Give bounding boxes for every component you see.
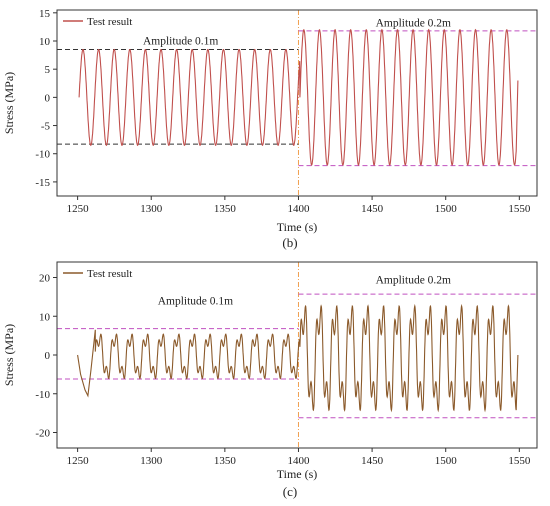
y-tick-label: -5 xyxy=(41,121,51,133)
amplitude-annotation: Amplitude 0.1m xyxy=(143,35,218,47)
plot-frame xyxy=(56,261,538,449)
x-tick-label: 1350 xyxy=(214,455,237,467)
x-tick-label: 1500 xyxy=(435,203,458,215)
x-axis-label: Time (s) xyxy=(277,220,318,234)
x-tick-label: 1400 xyxy=(287,203,310,215)
y-tick-label: 10 xyxy=(39,311,51,323)
y-tick-label: 0 xyxy=(45,92,51,104)
x-tick-label: 1350 xyxy=(214,203,237,215)
y-tick-label: 10 xyxy=(39,36,51,48)
y-tick-label: 20 xyxy=(39,273,51,285)
x-tick-label: 1250 xyxy=(67,203,90,215)
amplitude-annotation: Amplitude 0.2m xyxy=(376,274,451,286)
x-tick-label: 1550 xyxy=(508,455,531,467)
chart-c: 1250 1300 1350 1400 1450 1500 1550 -20 -10 0 10 20 T… xyxy=(2,261,538,499)
amplitude-annotation: Amplitude 0.2m xyxy=(376,17,451,29)
y-tick-label: -15 xyxy=(35,177,50,189)
chart-b: 1250 1300 1350 1400 1450 1500 1550 -15 -10 -5 0 5 10… xyxy=(2,8,538,250)
x-tick-label: 1250 xyxy=(67,455,90,467)
y-tick-label: -20 xyxy=(35,428,50,440)
y-tick-label: -10 xyxy=(35,389,50,401)
plot-frame xyxy=(56,9,538,197)
legend-label: Test result xyxy=(87,268,132,280)
y-tick-label: 5 xyxy=(45,64,51,76)
x-tick-label: 1300 xyxy=(140,455,163,467)
y-tick-label: -10 xyxy=(35,149,50,161)
x-tick-label: 1550 xyxy=(508,203,531,215)
x-tick-label: 1400 xyxy=(287,455,310,467)
x-tick-label: 1300 xyxy=(140,203,163,215)
x-axis-label: Time (s) xyxy=(277,467,318,481)
x-tick-label: 1450 xyxy=(361,203,384,215)
series-line xyxy=(77,303,519,413)
legend-label: Test result xyxy=(87,16,132,28)
x-tick-label: 1500 xyxy=(435,455,458,467)
amplitude-annotation: Amplitude 0.1m xyxy=(158,296,233,308)
y-tick-label: 15 xyxy=(39,8,51,20)
panel-caption: (c) xyxy=(283,484,297,499)
series-line xyxy=(78,28,519,166)
y-axis-label: Stress (MPa) xyxy=(2,324,16,386)
y-tick-label: 0 xyxy=(45,350,51,362)
x-tick-label: 1450 xyxy=(361,455,384,467)
panel-caption: (b) xyxy=(282,235,297,250)
y-axis-label: Stress (MPa) xyxy=(2,72,16,134)
